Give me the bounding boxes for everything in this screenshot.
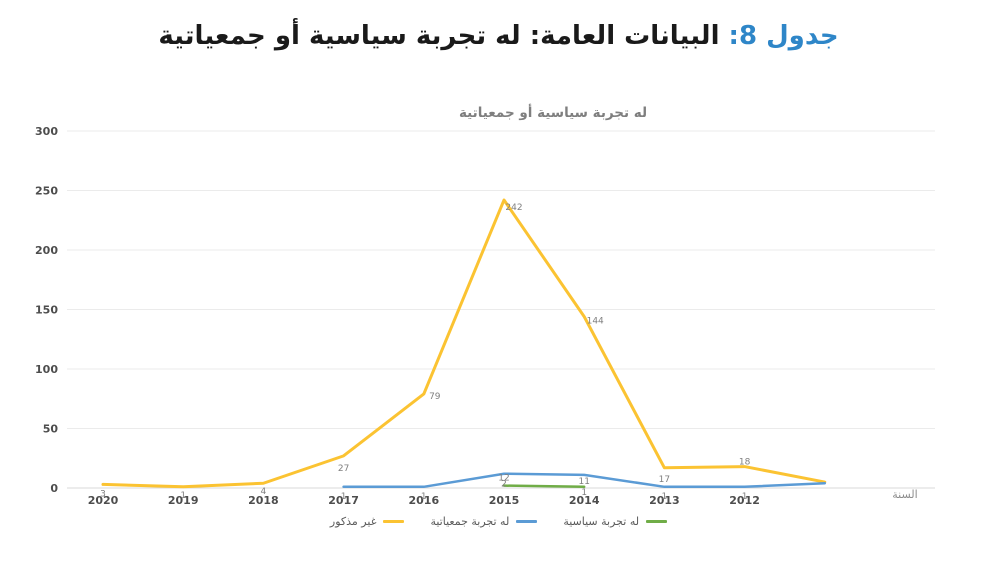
legend-swatch-icon <box>646 520 668 523</box>
legend-label: له تجربة سياسية <box>563 515 640 528</box>
y-axis-tick-labels: 0 50 100 150 200 250 300 <box>35 125 58 495</box>
x-tick-label: 2012 <box>729 494 760 507</box>
series-line-1 <box>342 472 827 489</box>
x-tick-label: 2014 <box>569 494 600 507</box>
y-tick-label: 200 <box>35 244 58 257</box>
series-line-2 <box>502 484 586 489</box>
x-tick-label: 2016 <box>408 494 439 507</box>
page-title: جدول 8: البيانات العامة: له تجربة سياسية… <box>0 18 997 56</box>
legend-item-0: غير مذكور <box>330 515 405 528</box>
y-tick-label: 300 <box>35 125 58 138</box>
page-title-text: البيانات العامة: له تجربة سياسية أو جمعي… <box>158 21 720 51</box>
x-tick-label: 2020 <box>88 494 119 507</box>
x-tick-label: 2015 <box>489 494 520 507</box>
data-label: 27 <box>338 464 349 474</box>
series-line-0 <box>101 198 827 489</box>
data-label: 4 <box>261 487 267 497</box>
data-label: 18 <box>739 458 751 468</box>
data-label: 2 <box>501 480 507 490</box>
gridlines <box>67 130 935 489</box>
x-axis-title: السنة <box>892 488 917 501</box>
x-tick-label: 2018 <box>248 494 279 507</box>
x-tick-label: 2017 <box>328 494 359 507</box>
data-label: 144 <box>587 317 604 327</box>
x-axis-tick-labels: 2020 2019 2018 2017 2016 2015 2014 2013 2012 <box>88 494 760 507</box>
chart-title: له تجربة سياسية أو جمعياتية <box>459 104 647 121</box>
x-tick-label: 2013 <box>649 494 680 507</box>
legend-swatch-icon <box>383 520 405 523</box>
y-tick-label: 150 <box>35 304 58 317</box>
data-label: 1 <box>341 492 347 502</box>
data-label: 1 <box>662 492 668 502</box>
data-label: 79 <box>429 392 441 402</box>
data-label: 1 <box>180 491 186 501</box>
data-label: 3 <box>100 489 106 499</box>
y-tick-label: 100 <box>35 363 58 376</box>
legend-label: له تجربة جمعياتية <box>430 515 510 528</box>
data-label: 242 <box>505 203 522 213</box>
y-tick-label: 250 <box>35 185 58 198</box>
data-label: 12 <box>498 474 509 484</box>
data-label: 1 <box>742 492 748 502</box>
data-label: 17 <box>659 475 670 485</box>
y-tick-label: 50 <box>43 423 59 436</box>
legend-item-2: له تجربة سياسية <box>563 515 668 528</box>
data-label: 11 <box>578 477 589 487</box>
data-label: 1 <box>581 488 587 498</box>
data-label: 1 <box>421 492 427 502</box>
chart-legend: غير مذكور له تجربة جمعياتية له تجربة سياسي… <box>0 515 997 528</box>
y-tick-label: 0 <box>50 482 58 495</box>
page-title-number: جدول 8: <box>728 21 839 51</box>
legend-swatch-icon <box>516 520 538 523</box>
series-lines <box>101 198 827 489</box>
x-tick-label: 2019 <box>168 494 199 507</box>
legend-label: غير مذكور <box>329 515 377 528</box>
legend-item-1: له تجربة جمعياتية <box>430 515 538 528</box>
